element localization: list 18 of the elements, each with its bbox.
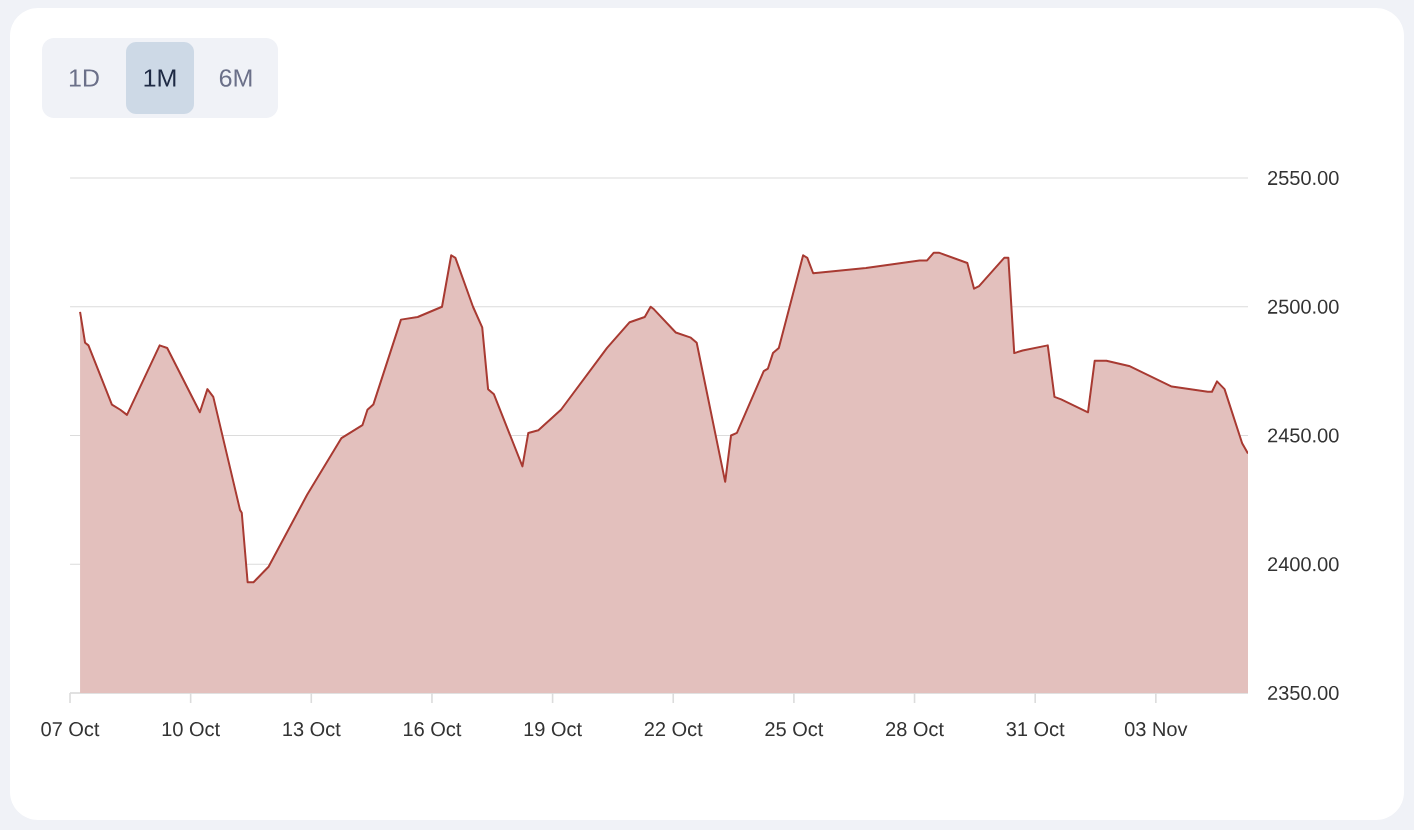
x-tick-label: 25 Oct [765, 722, 824, 737]
y-tick-label: 2550.00 [1268, 170, 1339, 186]
x-tick-label: 13 Oct [283, 722, 341, 737]
x-tick-label: 19 Oct [524, 722, 582, 737]
x-tick-label: 31 Oct [1006, 722, 1065, 737]
y-tick-label: 2500.00 [1268, 299, 1339, 314]
x-tick-label: 22 Oct [644, 722, 703, 737]
text: 1D [69, 69, 99, 87]
y-tick-label: 2450.00 [1268, 428, 1339, 443]
x-tick-label: 10 Oct [162, 722, 220, 737]
y-tick-label: 2350.00 [1268, 685, 1339, 701]
x-tick-label: 16 Oct [404, 722, 462, 737]
text: 1M [144, 69, 176, 87]
y-tick-label: 2400.00 [1268, 557, 1339, 572]
x-tick-label: 28 Oct [886, 722, 944, 737]
text: 6M [219, 69, 252, 87]
x-tick-label: 07 Oct [41, 722, 100, 737]
x-tick-label: 03 Nov [1124, 722, 1188, 737]
